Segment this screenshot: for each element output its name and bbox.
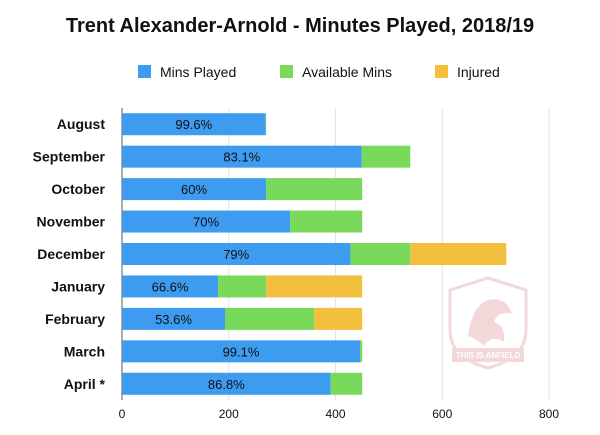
data-label-5: 66.6% (152, 279, 189, 294)
legend-item-injured: Injured (435, 64, 500, 80)
category-label: September (33, 149, 106, 165)
category-axis: August September October November December Ja… (33, 116, 106, 392)
data-label-8: 86.8% (208, 377, 245, 392)
legend-swatch-injured (435, 65, 448, 78)
bar-mins-played-4 (122, 243, 351, 265)
category-label: December (37, 246, 105, 262)
bar-mins-played-3 (122, 210, 291, 233)
data-label-7: 99.1% (223, 344, 260, 359)
category-label: August (57, 116, 106, 132)
bar-available-mins-2 (266, 178, 363, 201)
category-label: March (64, 343, 105, 359)
bar-available-mins-8 (330, 372, 363, 395)
legend: Mins Played Available Mins Injured (138, 64, 500, 80)
legend-label-injured: Injured (457, 64, 500, 80)
legend-swatch-mins-played (138, 65, 151, 78)
category-label: April * (64, 376, 106, 392)
bar-mins-played-5 (122, 275, 219, 298)
bar-mins-played-0 (122, 113, 266, 136)
bar-available-mins-4 (350, 243, 411, 265)
x-tick-label: 200 (219, 407, 239, 421)
data-label-4: 79% (223, 247, 249, 262)
bar-available-mins-7 (360, 340, 363, 363)
data-label-6: 53.6% (155, 312, 192, 327)
bar-injured-5 (266, 275, 363, 298)
bar-mins-played-6 (122, 307, 226, 330)
bar-available-mins-0 (265, 113, 267, 136)
bars (122, 113, 507, 395)
bar-mins-played-2 (122, 178, 267, 201)
x-tick-label: 600 (432, 407, 452, 421)
legend-label-available-mins: Available Mins (302, 64, 392, 80)
bar-injured-6 (314, 307, 363, 330)
chart-title: Trent Alexander-Arnold - Minutes Played,… (66, 15, 534, 37)
x-tick-label: 800 (539, 407, 559, 421)
category-label: November (37, 214, 106, 230)
legend-item-available-mins: Available Mins (280, 64, 392, 80)
watermark-banner (452, 348, 524, 362)
x-tick-label: 400 (325, 407, 345, 421)
bar-mins-played-8 (122, 372, 331, 395)
watermark-text: THIS IS ANFIELD (456, 351, 521, 360)
data-label-3: 70% (193, 215, 219, 230)
data-label-2: 60% (181, 182, 207, 197)
bar-mins-played-1 (122, 145, 362, 168)
data-label-0: 99.6% (175, 117, 212, 132)
data-label-1: 83.1% (223, 150, 260, 165)
legend-swatch-available-mins (280, 65, 293, 78)
watermark-liverbird (468, 299, 512, 346)
bar-available-mins-5 (218, 275, 267, 298)
watermark-shield (448, 276, 528, 370)
category-label: October (51, 181, 105, 197)
value-axis: 0 200 400 600 800 (119, 407, 560, 421)
legend-label-mins-played: Mins Played (160, 64, 236, 80)
bar-injured-4 (410, 243, 507, 265)
bar-available-mins-1 (361, 145, 411, 168)
data-labels: 99.6% 83.1% 60% 70% 79% 66.6% 53.6% 99.1% 86.8% (152, 117, 261, 392)
legend-item-mins-played: Mins Played (138, 64, 236, 80)
watermark-logo: THIS IS ANFIELD (448, 276, 528, 370)
category-label: January (51, 278, 105, 294)
category-label: February (45, 311, 105, 327)
bar-available-mins-6 (225, 307, 315, 330)
x-tick-label: 0 (119, 407, 126, 421)
bar-available-mins-3 (290, 210, 363, 233)
bar-mins-played-7 (122, 340, 361, 363)
